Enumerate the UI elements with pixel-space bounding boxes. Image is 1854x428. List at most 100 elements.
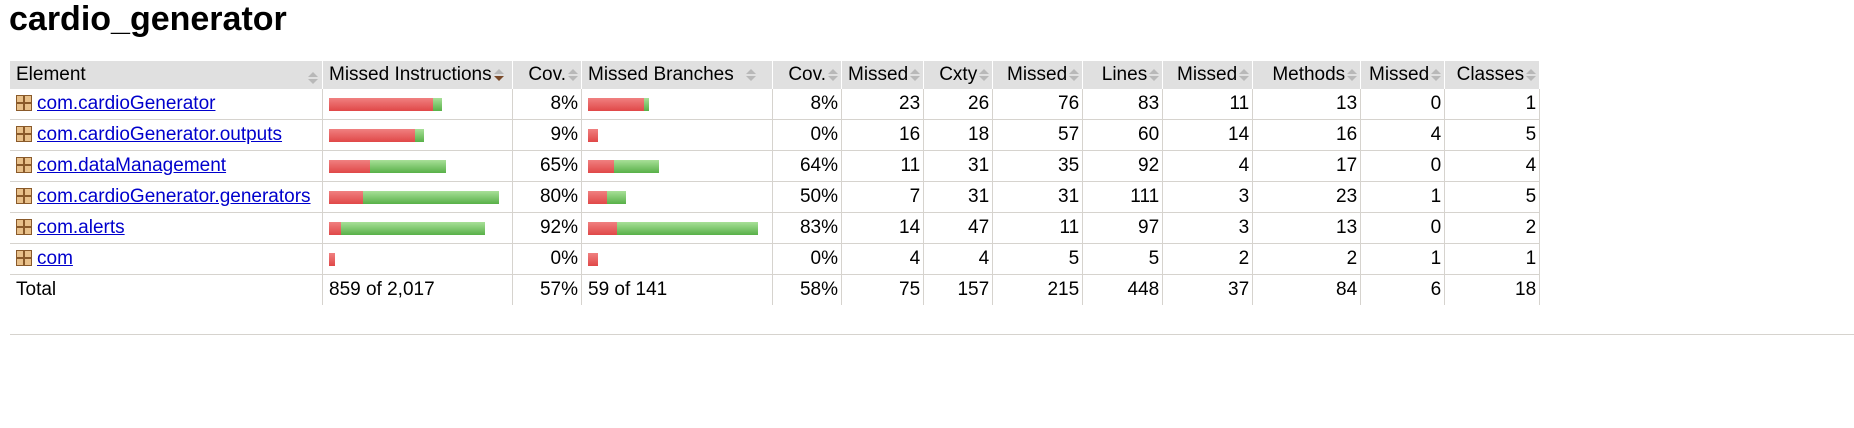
branches-bar-cell: [581, 212, 773, 244]
missed-bar: [588, 128, 598, 142]
package-link[interactable]: com.cardioGenerator.generators: [37, 186, 311, 207]
branches-bar-cell: [581, 119, 773, 151]
missed-lines-value: 31: [992, 181, 1084, 213]
table-row: com 0% 0% 4 4 5 5 2 2 1 1: [10, 243, 1541, 275]
lines-value: 92: [1082, 150, 1164, 182]
element-cell: com: [10, 243, 323, 275]
missed-lines-value: 76: [992, 89, 1084, 120]
total-lines: 448: [1082, 274, 1164, 305]
sort-arrows-icon[interactable]: [493, 68, 504, 82]
sort-arrows-icon[interactable]: [1431, 68, 1442, 82]
classes-value: 4: [1444, 150, 1541, 182]
col-methods[interactable]: Methods: [1252, 61, 1362, 89]
missed-methods-value: 3: [1162, 212, 1254, 244]
missed-classes-value: 4: [1360, 119, 1446, 151]
element-cell: com.cardioGenerator.generators: [10, 181, 323, 213]
missed-bar: [588, 252, 598, 266]
cxty-value: 47: [923, 212, 994, 244]
package-link[interactable]: com.dataManagement: [37, 155, 227, 176]
missed-bar: [588, 190, 607, 204]
instructions-bar-cell: [322, 119, 513, 151]
classes-value: 1: [1444, 89, 1541, 120]
sort-arrows-icon[interactable]: [1069, 68, 1080, 82]
total-methods: 84: [1252, 274, 1362, 305]
element-cell: com.cardioGenerator.outputs: [10, 119, 323, 151]
missed-cxty-value: 14: [841, 212, 925, 244]
package-link[interactable]: com: [37, 248, 73, 269]
lines-value: 60: [1082, 119, 1164, 151]
covered-bar: [415, 128, 424, 142]
package-icon: [16, 219, 32, 235]
total-missed-lines: 215: [992, 274, 1084, 305]
col-classes[interactable]: Classes: [1444, 61, 1541, 89]
cxty-value: 4: [923, 243, 994, 275]
lines-value: 83: [1082, 89, 1164, 120]
package-link[interactable]: com.alerts: [37, 217, 125, 238]
col-missed-instructions[interactable]: Missed Instructions: [322, 61, 513, 89]
col-element[interactable]: Element: [10, 61, 323, 89]
covered-bar: [433, 97, 442, 111]
total-row: Total 859 of 2,017 57% 59 of 141 58% 75 …: [10, 274, 1541, 305]
covered-bar: [617, 221, 758, 235]
classes-value: 5: [1444, 119, 1541, 151]
sort-arrows-icon[interactable]: [910, 68, 921, 82]
missed-lines-value: 11: [992, 212, 1084, 244]
branch-cov-value: 0%: [772, 119, 842, 151]
classes-value: 1: [1444, 243, 1541, 275]
col-missed-methods[interactable]: Missed: [1162, 61, 1254, 89]
total-branch-cov: 58%: [772, 274, 842, 305]
covered-bar: [607, 190, 626, 204]
sort-arrows-icon[interactable]: [1239, 68, 1250, 82]
instructions-bar-cell: [322, 181, 513, 213]
sort-arrows-icon[interactable]: [308, 71, 318, 85]
missed-bar: [588, 97, 644, 111]
col-instr-cov[interactable]: Cov.: [512, 61, 582, 89]
package-icon: [16, 250, 32, 266]
missed-methods-value: 2: [1162, 243, 1254, 275]
missed-lines-value: 35: [992, 150, 1084, 182]
coverage-table: Element Missed Instructions Cov. Missed …: [10, 61, 1541, 305]
element-cell: com.alerts: [10, 212, 323, 244]
col-missed-classes[interactable]: Missed: [1360, 61, 1446, 89]
branch-cov-value: 8%: [772, 89, 842, 120]
branch-cov-value: 64%: [772, 150, 842, 182]
branch-cov-value: 50%: [772, 181, 842, 213]
classes-value: 5: [1444, 181, 1541, 213]
col-cxty[interactable]: Cxty: [923, 61, 994, 89]
package-icon: [16, 188, 32, 204]
sort-arrows-icon[interactable]: [979, 68, 990, 82]
col-missed-lines[interactable]: Missed: [992, 61, 1084, 89]
missed-bar: [329, 190, 363, 204]
sort-arrows-icon[interactable]: [745, 68, 756, 82]
missed-bar: [329, 221, 341, 235]
table-row: com.cardioGenerator.outputs 9% 0% 16 18 57 60 1…: [10, 119, 1541, 151]
methods-value: 13: [1252, 89, 1362, 120]
missed-classes-value: 0: [1360, 212, 1446, 244]
methods-value: 2: [1252, 243, 1362, 275]
missed-cxty-value: 16: [841, 119, 925, 151]
missed-lines-value: 5: [992, 243, 1084, 275]
sort-arrows-icon[interactable]: [828, 68, 838, 82]
col-lines[interactable]: Lines: [1082, 61, 1164, 89]
missed-bar: [329, 252, 335, 266]
package-link[interactable]: com.cardioGenerator: [37, 93, 216, 114]
branch-cov-value: 83%: [772, 212, 842, 244]
total-classes: 18: [1444, 274, 1541, 305]
col-missed-cxty[interactable]: Missed: [841, 61, 925, 89]
branches-bar-cell: [581, 243, 773, 275]
table-row: com.dataManagement 65% 64% 11 31 35 92 4 17 0 4: [10, 150, 1541, 182]
missed-bar: [329, 97, 433, 111]
missed-classes-value: 1: [1360, 181, 1446, 213]
col-branch-cov[interactable]: Cov.: [772, 61, 842, 89]
classes-value: 2: [1444, 212, 1541, 244]
missed-bar: [329, 159, 370, 173]
cxty-value: 26: [923, 89, 994, 120]
package-link[interactable]: com.cardioGenerator.outputs: [37, 124, 283, 145]
sort-arrows-icon[interactable]: [568, 68, 578, 82]
methods-value: 16: [1252, 119, 1362, 151]
sort-arrows-icon[interactable]: [1149, 68, 1160, 82]
col-missed-branches[interactable]: Missed Branches: [581, 61, 773, 89]
sort-arrows-icon[interactable]: [1347, 68, 1358, 82]
sort-arrows-icon[interactable]: [1526, 68, 1537, 82]
footer-divider: [10, 334, 1854, 335]
